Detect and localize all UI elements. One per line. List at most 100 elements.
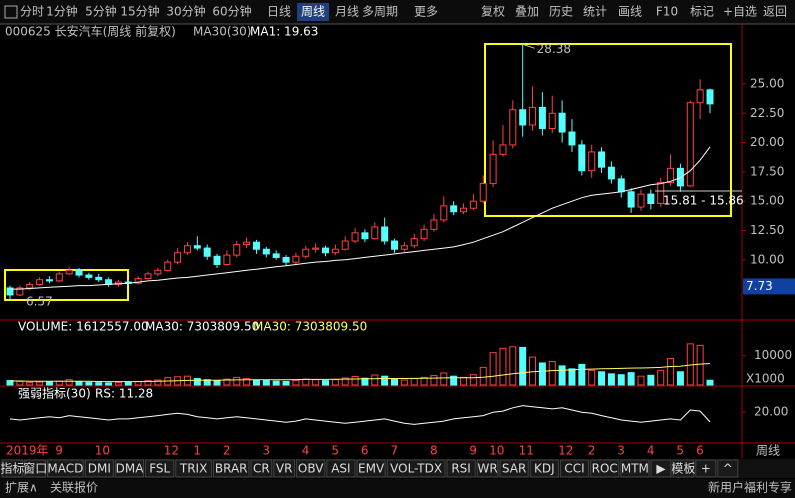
volume-ma-label: MA30: 7303809.50	[145, 320, 259, 334]
volume-bar	[696, 344, 704, 386]
period-tab[interactable]: 30分钟	[166, 4, 205, 19]
indicator-tab[interactable]: FSL	[149, 462, 170, 476]
indicator-tab[interactable]: BRAR	[215, 462, 248, 476]
x-tick-label: 5	[676, 444, 684, 458]
candle-body	[706, 89, 714, 105]
cursor-price-box	[743, 278, 795, 295]
ma-line	[10, 146, 711, 290]
x-tick-label: 12	[164, 444, 179, 458]
action-button[interactable]: 画线	[618, 5, 642, 19]
indicator-tab[interactable]: WR	[477, 462, 497, 476]
menu-icon[interactable]	[4, 5, 18, 19]
volume-bar	[578, 363, 586, 386]
volume-bar	[489, 352, 497, 386]
cursor-price: 7.73	[746, 279, 773, 293]
volume-bar	[252, 379, 260, 386]
indicator-tab[interactable]: CCI	[564, 462, 584, 476]
action-button[interactable]: 返回	[763, 5, 787, 19]
indicator-tab[interactable]: MTM	[621, 462, 649, 476]
candle-body	[489, 153, 497, 185]
action-button[interactable]: +自选	[723, 5, 757, 19]
volume-bar	[243, 378, 251, 386]
action-button[interactable]: 叠加	[515, 5, 539, 19]
candle-body	[568, 131, 576, 146]
candle-body	[55, 273, 63, 282]
candle-body	[440, 205, 448, 221]
indicator-tab[interactable]: DMI	[88, 462, 111, 476]
y-tick-label: 10000	[754, 348, 792, 362]
volume-bar	[647, 374, 655, 386]
action-button[interactable]: 标记	[690, 5, 714, 19]
volume-bar	[509, 346, 517, 386]
action-button[interactable]: 统计	[583, 5, 607, 19]
indicator-tab[interactable]: MACD	[47, 462, 83, 476]
x-tick-label: 3	[262, 444, 270, 458]
action-button[interactable]: 复权	[481, 5, 505, 19]
volume-bar	[36, 381, 44, 386]
indicator-tab[interactable]: DMA	[116, 462, 145, 476]
indicator-tab[interactable]: EMV	[358, 462, 385, 476]
candle-body	[341, 240, 349, 250]
tab-cell	[114, 459, 145, 478]
candle-body	[450, 205, 458, 213]
indicator-tab[interactable]: VOL-TDX	[390, 462, 442, 476]
volume-bar	[312, 379, 320, 386]
tab-cell	[695, 459, 717, 478]
indicator-tab[interactable]: 指标	[0, 461, 24, 476]
action-button[interactable]: F10	[656, 5, 678, 19]
period-tab[interactable]: 1分钟	[46, 4, 78, 19]
period-tab[interactable]: 60分钟	[212, 4, 251, 19]
volume-bar	[440, 372, 448, 386]
volume-bar	[637, 375, 645, 386]
period-tab[interactable]: 分时	[20, 5, 44, 19]
indicator-tab[interactable]: ASI	[331, 462, 350, 476]
indicator-tab[interactable]: OBV	[298, 462, 324, 476]
volume-bar	[548, 361, 556, 386]
candle-body	[607, 166, 615, 180]
candle-body	[292, 255, 300, 263]
volume-bar	[410, 378, 418, 386]
indicator-tab[interactable]: ▶	[656, 462, 666, 476]
period-tab[interactable]: 5分钟	[85, 4, 117, 19]
tab-cell	[273, 459, 296, 478]
volume-bar	[676, 371, 684, 386]
indicator-tab[interactable]: 窗口	[23, 462, 47, 476]
candle-body	[203, 247, 211, 257]
x-tick-label: 4	[302, 444, 310, 458]
indicator-tab[interactable]: CR	[253, 462, 270, 476]
indicator-tab[interactable]: SAR	[502, 462, 526, 476]
period-tab[interactable]: 周线	[301, 5, 325, 19]
period-tab[interactable]: 日线	[267, 5, 291, 19]
period-tab[interactable]: 多周期	[362, 5, 398, 19]
indicator-tab[interactable]: 模板	[671, 462, 695, 476]
indicator-tab[interactable]: TRIX	[179, 462, 207, 476]
volume-bar	[351, 375, 359, 386]
volume-bar	[282, 380, 290, 386]
volume-bar	[154, 379, 162, 386]
indicator-tab[interactable]: ^	[723, 462, 733, 476]
status-item[interactable]: 扩展∧	[5, 481, 38, 495]
indicator-tab[interactable]: ROC	[592, 462, 618, 476]
volume-bar	[391, 378, 399, 386]
indicator-tab[interactable]: RSI	[451, 462, 471, 476]
period-tab[interactable]: 更多	[414, 5, 438, 19]
status-item[interactable]: 关联报价	[50, 480, 98, 495]
candle-body	[499, 144, 507, 155]
indicator-tab[interactable]: +	[701, 462, 711, 476]
status-promo[interactable]: 新用户福利专享	[708, 480, 792, 495]
volume-bar	[6, 380, 14, 386]
volume-bar	[302, 378, 310, 386]
candle-body	[430, 219, 438, 230]
period-tab[interactable]: 月线	[335, 5, 359, 19]
candle-body	[262, 248, 270, 255]
period-tab[interactable]: 15分钟	[120, 4, 159, 19]
candle-body	[134, 278, 142, 284]
indicator-tab[interactable]: KDJ	[534, 462, 555, 476]
candle-body	[617, 178, 625, 193]
candle-body	[657, 181, 665, 205]
candle-body	[223, 254, 231, 265]
indicator-tab[interactable]: VR	[276, 462, 293, 476]
volume-bar	[460, 376, 468, 386]
action-button[interactable]: 历史	[549, 5, 573, 19]
tab-cell	[212, 459, 250, 478]
